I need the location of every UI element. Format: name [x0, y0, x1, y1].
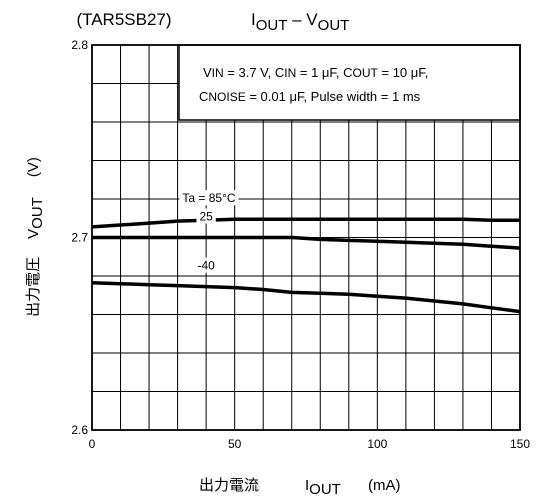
- x-tick-labels: 0 50 100 150: [89, 437, 531, 451]
- x-axis-label-jp: 出力電流: [199, 477, 259, 494]
- series-line: [92, 235, 521, 250]
- series-label: Ta = 85°C: [182, 191, 235, 205]
- series-group: [91, 217, 521, 314]
- y-tick-label: 2.7: [71, 231, 88, 245]
- x-axis-label-symbol: I: [305, 477, 309, 494]
- x-tick-label: 0: [89, 437, 96, 451]
- cond-cout: = 1 μF, C: [296, 65, 352, 80]
- series-line: [91, 217, 520, 229]
- cond-cout-sub: OUT: [353, 66, 379, 80]
- y-tick-label: 2.8: [71, 38, 88, 52]
- y-axis-label: 出力電圧 VOUT (V): [25, 157, 46, 317]
- cond-cout-value: = 10 μF,: [378, 65, 429, 80]
- curve-labels: Ta = 85°C 25 -40: [179, 190, 239, 273]
- title-vout-subscript: OUT: [318, 17, 350, 34]
- cond-cnoise-sub: NOISE: [208, 90, 245, 104]
- x-axis-label-unit: (mA): [368, 477, 401, 494]
- title-iout-symbol: I: [251, 10, 256, 29]
- y-axis-label-symbol: V: [25, 229, 42, 239]
- conditions-box-frame: [178, 44, 521, 121]
- series-label: 25: [199, 210, 213, 224]
- cond-vin: V: [203, 65, 212, 80]
- x-tick-label: 100: [367, 437, 387, 451]
- series-label-background: [179, 190, 239, 206]
- conditions-line-2: CNOISE = 0.01 μF, Pulse width = 1 ms: [199, 89, 421, 104]
- y-axis-label-unit: (V): [25, 157, 42, 177]
- conditions-box: VIN = 3.7 V, CIN = 1 μF, COUT = 10 μF, C…: [178, 44, 521, 121]
- series-line: [91, 280, 521, 314]
- title-dash-vout: – V: [287, 10, 318, 29]
- conditions-line-1: VIN = 3.7 V, CIN = 1 μF, COUT = 10 μF,: [203, 65, 428, 80]
- series-label-background: [196, 208, 216, 224]
- series-label-background: [194, 257, 218, 273]
- x-tick-label: 150: [510, 437, 530, 451]
- cond-cnoise: C: [199, 89, 208, 104]
- series-label: -40: [197, 259, 215, 273]
- chart-device-label: (TAR5SB27): [76, 10, 171, 29]
- cond-pulse: = 0.01 μF, Pulse width = 1 ms: [246, 89, 421, 104]
- x-axis-label-subscript: OUT: [309, 481, 341, 498]
- chart-title: IOUT – VOUT: [251, 10, 349, 34]
- y-axis-label-jp: 出力電圧: [25, 257, 42, 317]
- y-axis-label-subscript: OUT: [29, 197, 46, 229]
- plot-border: [91, 44, 521, 431]
- y-tick-labels: 2.6 2.7 2.8: [71, 38, 88, 437]
- title-iout-subscript: OUT: [256, 17, 288, 34]
- cond-vin-sub: IN: [212, 66, 224, 80]
- cond-cin: = 3.7 V, C: [224, 65, 285, 80]
- y-tick-label: 2.6: [71, 423, 88, 437]
- x-axis-label: 出力電流 IOUT (mA): [199, 477, 401, 498]
- cond-cin-sub: IN: [284, 66, 296, 80]
- x-tick-label: 50: [228, 437, 242, 451]
